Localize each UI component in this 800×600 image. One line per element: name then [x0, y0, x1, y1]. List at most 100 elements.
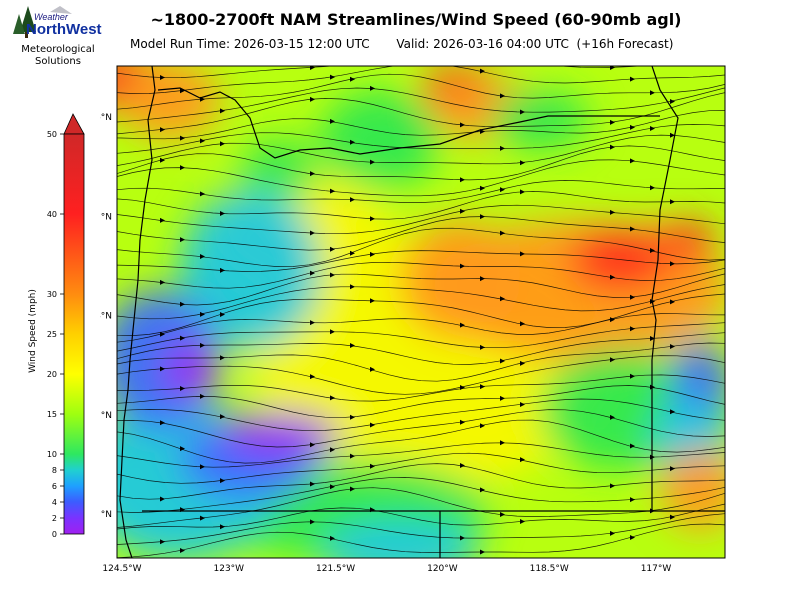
streamline-arrow: [370, 366, 375, 372]
streamline-arrow: [160, 539, 165, 545]
wind-speed-patch: [400, 220, 520, 340]
streamline-arrow: [200, 191, 205, 197]
streamline-arrow: [330, 484, 335, 490]
streamline-arrow: [350, 486, 355, 492]
chart-title: ~1800-2700ft NAM Streamlines/Wind Speed …: [150, 10, 682, 29]
logo: Weather NorthWest Meteorological Solutio…: [8, 4, 108, 70]
streamline: [117, 463, 725, 500]
streamline-arrow: [630, 76, 635, 82]
streamline: [117, 145, 725, 181]
streamline-arrow: [200, 464, 205, 470]
streamline: [117, 134, 725, 166]
oregon-idaho-border: [651, 66, 679, 510]
streamline-arrow: [330, 74, 335, 80]
streamline-arrow: [630, 294, 635, 300]
colorbar-tick-label: 30: [47, 290, 57, 299]
state-borders: [119, 66, 725, 558]
streamline-arrow: [670, 132, 675, 138]
streamline-arrow: [160, 496, 165, 502]
streamline-arrow: [180, 237, 185, 243]
streamline-arrow: [500, 230, 505, 236]
streamline-arrow: [630, 226, 635, 232]
streamline: [117, 487, 725, 528]
streamline-arrow: [160, 279, 165, 285]
logo-caption-line1: Meteorological: [21, 44, 95, 55]
streamline-arrow: [480, 276, 485, 282]
streamline-arrow: [220, 108, 225, 114]
colorbar-bar: [63, 133, 85, 535]
streamline-arrow: [310, 374, 315, 380]
streamline-arrow: [310, 96, 315, 102]
streamline-arrow: [630, 326, 635, 332]
streamline-arrow: [160, 420, 165, 426]
streamline: [117, 261, 725, 289]
streamline: [117, 419, 725, 464]
columbia-river: [157, 87, 660, 159]
wind-speed-patch: [220, 413, 340, 457]
latitude-labels: 46°N 45°N 44°N 43°N 42°N: [100, 113, 112, 520]
wind-speed-patch: [180, 190, 320, 350]
streamline-arrow: [500, 358, 505, 364]
streamline: [117, 204, 725, 235]
streamline: [117, 216, 725, 251]
colorbar-tick-label: 15: [47, 410, 57, 419]
streamline-arrow: [670, 514, 675, 520]
streamline-arrow: [650, 90, 655, 96]
colorbar-label: Wind Speed (mph): [28, 289, 38, 373]
streamline-arrow: [460, 208, 465, 214]
colorbar-tick-label: 6: [52, 482, 57, 491]
streamline-arrow: [220, 524, 225, 530]
streamline: [117, 110, 725, 140]
streamline-arrow: [370, 298, 375, 304]
streamline-arrow: [180, 301, 185, 307]
streamline-arrow: [330, 447, 335, 453]
streamline: [117, 342, 725, 382]
streamline-arrow: [180, 165, 185, 171]
streamline: [117, 227, 725, 267]
streamline-arrow: [610, 483, 615, 489]
colorbar-extend-arrow: [63, 113, 85, 135]
longitude-label: 124.5°W: [102, 564, 141, 574]
streamline-arrow: [670, 199, 675, 205]
streamline-arrow: [330, 535, 335, 541]
streamline-arrow: [220, 312, 225, 318]
streamline-arrow: [310, 442, 315, 448]
colorbar-tick-label: 20: [47, 370, 57, 379]
wind-speed-patch: [490, 90, 590, 150]
streamline-arrow: [520, 321, 525, 327]
model-run-time: Model Run Time: 2026-03-15 12:00 UTC: [130, 37, 370, 51]
streamline-arrow: [350, 250, 355, 256]
streamline: [117, 250, 725, 272]
streamline-arrow: [630, 124, 635, 130]
streamline-arrow: [220, 141, 225, 147]
streamline-arrow: [520, 457, 525, 463]
streamline-arrow: [630, 497, 635, 503]
streamline-arrow: [500, 440, 505, 446]
streamline-arrow: [180, 135, 185, 141]
streamline-arrow: [520, 160, 525, 166]
logo-brand-top: Weather: [34, 12, 69, 22]
wind-speed-patch: [665, 220, 715, 260]
wind-speed-patch: [660, 450, 725, 530]
coastline: [119, 66, 156, 558]
logo-caption: Meteorological Solutions: [8, 44, 108, 68]
colorbar: 0 2 4 6 8 10 15 20 25 30 40 50: [47, 113, 85, 539]
streamline-arrow: [520, 109, 525, 115]
streamline-arrow: [330, 188, 335, 194]
streamline-arrow: [220, 414, 225, 420]
streamline-arrow: [500, 145, 505, 151]
streamline-arrow: [460, 122, 465, 128]
streamline: [117, 313, 725, 343]
streamline-arrow: [650, 248, 655, 254]
streamline-arrow: [310, 171, 315, 177]
streamline: [117, 452, 725, 484]
streamline: [117, 73, 725, 110]
streamline-arrow: [460, 419, 465, 425]
streamline-arrow: [350, 414, 355, 420]
streamlines: [117, 66, 725, 558]
streamline-arrow: [480, 423, 485, 429]
streamline-arrow: [180, 335, 185, 341]
streamline: [117, 322, 725, 352]
streamline: [117, 513, 725, 545]
streamline-arrow: [670, 299, 675, 305]
